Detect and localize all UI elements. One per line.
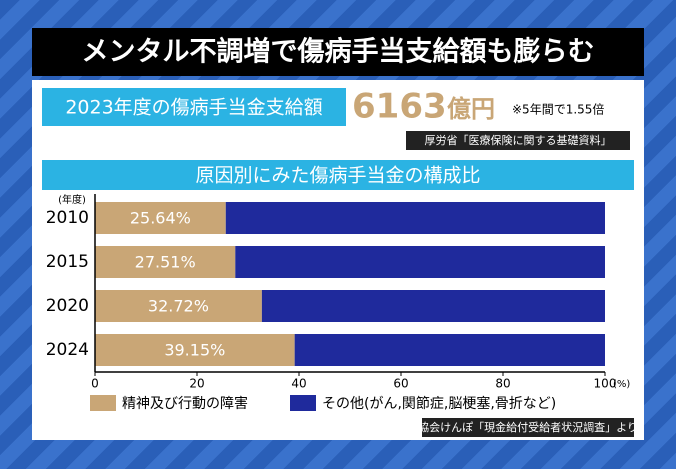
x-tick-label: 60 [393,377,408,391]
legend-label: 精神及び行動の障害 [122,396,248,412]
chart-title: 原因別にみた傷病手当金の構成比 [195,165,480,187]
x-tick-label: 40 [291,377,306,391]
y-tick-label: 2020 [46,296,89,316]
x-tick-label: 0 [91,377,99,391]
amount-unit: 億円 [447,95,495,123]
bar-segment [95,334,295,366]
value-label: 27.51% [135,253,196,272]
bar-segment [294,334,605,366]
bar-segment [95,202,226,234]
x-tick-label: 80 [495,377,510,391]
amount-label: 2023年度の傷病手当金支給額 [65,97,322,119]
bar-segment [225,202,605,234]
value-label: 32.72% [148,297,209,316]
title-bar [32,28,644,76]
chart-source: 協会けんぽ「現金給付受給者状況調査」より [418,420,638,434]
x-tick-label: 100 [594,377,617,391]
amount-label-box [42,88,346,126]
bar-segment [261,290,605,322]
note: ※5年間で1.55倍 [512,102,604,117]
source: 厚労省「医療保険に関する基礎資料」 [425,133,612,147]
x-tick-label: 20 [189,377,204,391]
value-label: 25.64% [130,209,191,228]
bar-segment [95,246,236,278]
amount-value: 6163 [352,87,447,127]
chart-title-box [42,160,634,190]
bar-segment [95,290,262,322]
source-box [406,131,630,150]
bar-segment [235,246,605,278]
x-unit: (%) [613,379,630,390]
y-tick-label: 2010 [46,208,89,228]
legend-swatch [290,395,316,411]
legend-swatch [90,395,116,411]
value-label: 39.15% [164,341,225,360]
y-tick-label: 2015 [46,252,89,272]
chart-source-box [422,418,634,437]
y-axis-label: (年度) [58,193,86,206]
legend-label: その他(がん,関節症,脳梗塞,骨折など) [322,395,556,412]
page-title: メンタル不調増で傷病手当支給額も膨らむ [82,36,595,68]
y-tick-label: 2024 [46,340,89,360]
